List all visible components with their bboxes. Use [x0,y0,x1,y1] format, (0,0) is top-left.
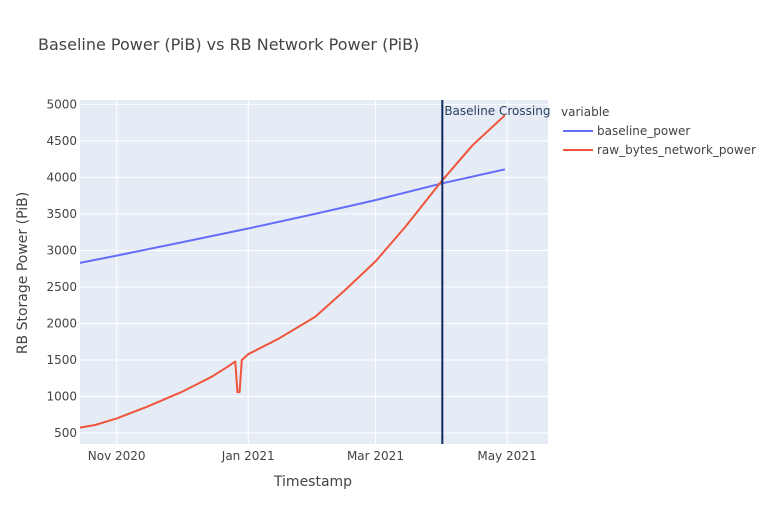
x-tick-label: May 2021 [477,449,536,463]
chart-title: Baseline Power (PiB) vs RB Network Power… [38,35,419,54]
annotation-layer: Baseline Crossing [441,100,550,444]
legend-item-raw_bytes_network_power[interactable]: raw_bytes_network_power [597,143,756,157]
y-axis-title: RB Storage Power (PiB) [15,192,31,354]
plot-area [80,100,548,444]
y-tick-label: 1000 [46,390,77,404]
y-tick-label: 2000 [46,316,77,330]
series-line-baseline_power [79,168,506,264]
y-tick-label: 4500 [46,134,77,148]
y-gridlines [80,103,548,434]
y-tick-label: 500 [54,426,77,440]
x-gridlines [116,100,508,444]
x-axis-title: Timestamp [273,474,352,490]
legend-items: baseline_power raw_bytes_network_power [563,124,756,157]
baseline-crossing-label: Baseline Crossing [444,104,550,118]
series-layer [79,114,506,429]
series-line-raw_bytes_network_power [79,114,506,429]
legend-item-baseline_power[interactable]: baseline_power [597,124,690,138]
legend-title: variable [561,105,609,119]
y-tick-label: 3000 [46,243,77,257]
legend[interactable]: variable baseline_power raw_bytes_network… [561,105,756,157]
x-tick-labels: Nov 2020 Jan 2021 Mar 2021 May 2021 [88,449,537,463]
y-tick-labels: 500 1000 1500 2000 2500 3000 3500 4000 4500 5000 [46,97,77,440]
x-tick-label: Jan 2021 [221,449,275,463]
y-tick-label: 3500 [46,207,77,221]
y-tick-label: 4000 [46,170,77,184]
y-tick-label: 1500 [46,353,77,367]
y-tick-label: 5000 [46,97,77,111]
x-tick-label: Mar 2021 [347,449,404,463]
x-tick-label: Nov 2020 [88,449,146,463]
y-tick-label: 2500 [46,280,77,294]
